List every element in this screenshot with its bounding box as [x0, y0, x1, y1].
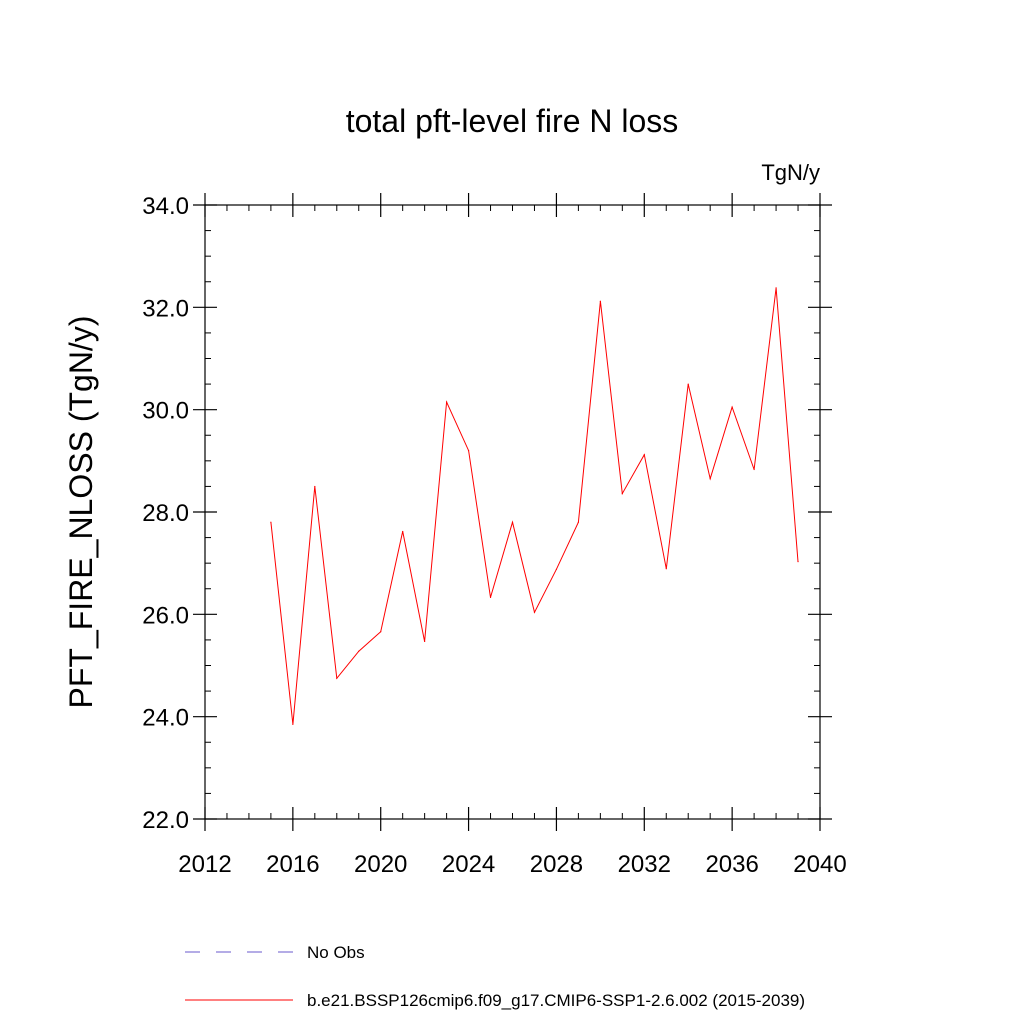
x-tick-label: 2032: [618, 851, 671, 878]
data-point: [467, 450, 470, 452]
data-point: [753, 468, 755, 471]
data-point: [775, 287, 777, 289]
data-point: [336, 677, 338, 679]
x-tick-label: 2020: [354, 851, 407, 878]
data-point: [292, 723, 294, 725]
data-point: [270, 521, 272, 523]
data-point: [643, 454, 645, 456]
y-axis-label: PFT_FIRE_NLOSS (TgN/y): [63, 316, 99, 709]
legend-label: b.e21.BSSP126cmip6.f09_g17.CMIP6-SSP1-2.…: [307, 991, 805, 1010]
x-tick-label: 2012: [178, 851, 231, 878]
y-tick-label: 24.0: [142, 705, 189, 732]
data-point: [511, 521, 514, 523]
data-point: [709, 478, 711, 480]
y-tick-label: 32.0: [142, 295, 189, 322]
data-point: [665, 568, 667, 570]
data-point: [797, 561, 799, 563]
data-point: [731, 406, 733, 408]
y-tick-label: 30.0: [142, 398, 189, 425]
data-point: [621, 492, 623, 495]
y-tick-label: 28.0: [142, 500, 189, 527]
chart-title: total pft-level fire N loss: [346, 103, 679, 139]
data-point: [358, 650, 360, 652]
data-point: [424, 640, 426, 643]
data-point: [380, 631, 382, 633]
data-point: [599, 300, 601, 302]
data-point: [489, 596, 492, 599]
y-tick-label: 26.0: [142, 602, 189, 629]
x-tick-label: 2040: [793, 851, 846, 878]
data-point: [555, 568, 558, 570]
data-point: [314, 485, 316, 488]
x-tick-label: 2016: [266, 851, 319, 878]
data-point: [687, 383, 689, 385]
y-tick-label: 34.0: [142, 193, 189, 220]
data-point: [402, 530, 404, 533]
y-tick-label: 22.0: [142, 807, 189, 834]
data-point: [577, 521, 579, 523]
legend-label: No Obs: [307, 943, 365, 962]
x-tick-label: 2036: [705, 851, 758, 878]
data-point: [533, 611, 536, 613]
units-label: TgN/y: [761, 160, 820, 185]
x-tick-label: 2028: [530, 851, 583, 878]
plot-frame: [204, 204, 821, 820]
data-point: [446, 401, 448, 403]
x-tick-label: 2024: [442, 851, 495, 878]
series-line: [270, 287, 799, 725]
